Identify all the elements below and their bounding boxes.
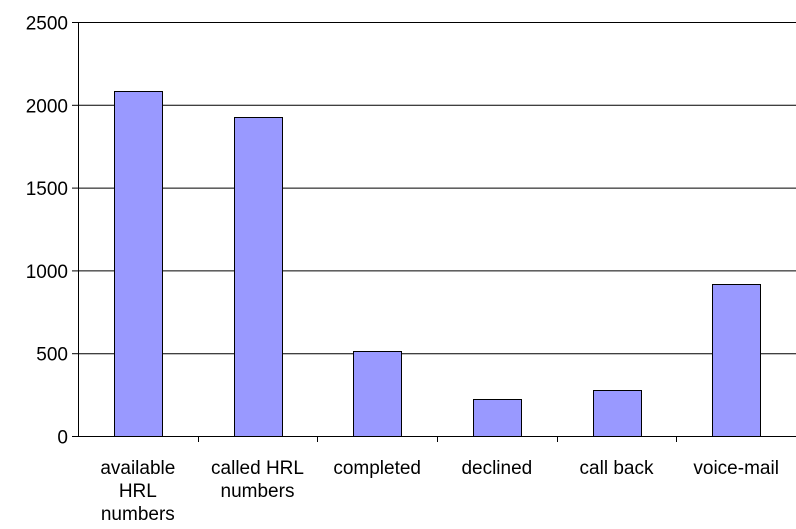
- x-tick-label-line: HRL: [119, 481, 157, 502]
- y-tick-labels: 0 500 1000 1500 2000 2500: [26, 14, 68, 449]
- x-tick-label-line: numbers: [221, 481, 295, 502]
- x-tick-label-line: completed: [333, 458, 421, 479]
- x-tick-label: called HRL numbers: [211, 458, 304, 502]
- bar: [473, 399, 522, 437]
- x-tick-label: available HRL numbers: [100, 458, 175, 525]
- y-tick-label: 2500: [26, 14, 68, 35]
- x-tick-label-line: available: [100, 458, 175, 479]
- gridlines: [78, 22, 796, 355]
- y-tick-label: 2000: [26, 96, 68, 117]
- bar: [712, 284, 761, 437]
- x-tick-label: call back: [580, 458, 654, 479]
- x-tick-label: voice-mail: [693, 458, 779, 479]
- y-tick-label: 500: [36, 345, 68, 366]
- x-tick-label-line: voice-mail: [693, 458, 779, 479]
- y-tick-label: 1000: [26, 262, 68, 283]
- y-tick-label: 1500: [26, 179, 68, 200]
- x-tick-label-line: called HRL: [211, 458, 304, 479]
- x-tick-label: completed: [333, 458, 421, 479]
- x-tick-label-line: declined: [461, 458, 532, 479]
- axes: [72, 22, 796, 442]
- bars: [114, 91, 761, 437]
- bar: [353, 351, 402, 437]
- bar: [234, 117, 283, 437]
- y-tick-label: 0: [57, 428, 68, 449]
- bar: [593, 390, 642, 437]
- bar: [114, 91, 163, 437]
- x-tick-label-line: call back: [580, 458, 654, 479]
- x-tick-label: declined: [461, 458, 532, 479]
- x-tick-label-line: numbers: [101, 504, 175, 525]
